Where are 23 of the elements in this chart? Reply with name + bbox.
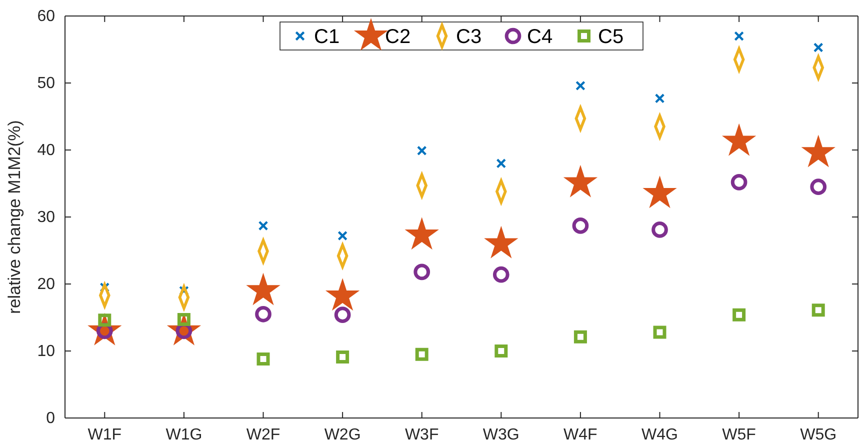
legend-label: C3	[456, 26, 482, 48]
y-tick-label: 60	[37, 8, 56, 26]
y-tick-label: 10	[37, 343, 56, 360]
legend-label: C5	[598, 26, 624, 48]
x-tick-label: W3F	[404, 426, 439, 444]
x-tick-label: W1F	[88, 426, 122, 444]
legend-label: C4	[527, 26, 553, 48]
y-axis-title: relative change M1M2(%)	[5, 120, 24, 314]
x-tick-label: W5G	[800, 426, 837, 444]
x-tick-label: W5F	[722, 426, 756, 444]
x-tick-label: W1G	[166, 426, 202, 444]
x-tick-label: W3G	[482, 426, 520, 444]
x-tick-label: W2G	[324, 426, 361, 444]
x-tick-label: W2F	[246, 426, 280, 444]
x-tick-label: W4G	[642, 426, 678, 444]
legend-label: C1	[314, 26, 340, 48]
legend-label: C2	[385, 26, 411, 48]
y-tick-label: 0	[46, 410, 56, 428]
y-tick-label: 40	[37, 142, 56, 160]
y-tick-label: 30	[37, 209, 56, 226]
x-tick-label: W4F	[564, 426, 598, 444]
y-tick-label: 50	[37, 75, 56, 92]
y-tick-label: 20	[37, 276, 56, 294]
